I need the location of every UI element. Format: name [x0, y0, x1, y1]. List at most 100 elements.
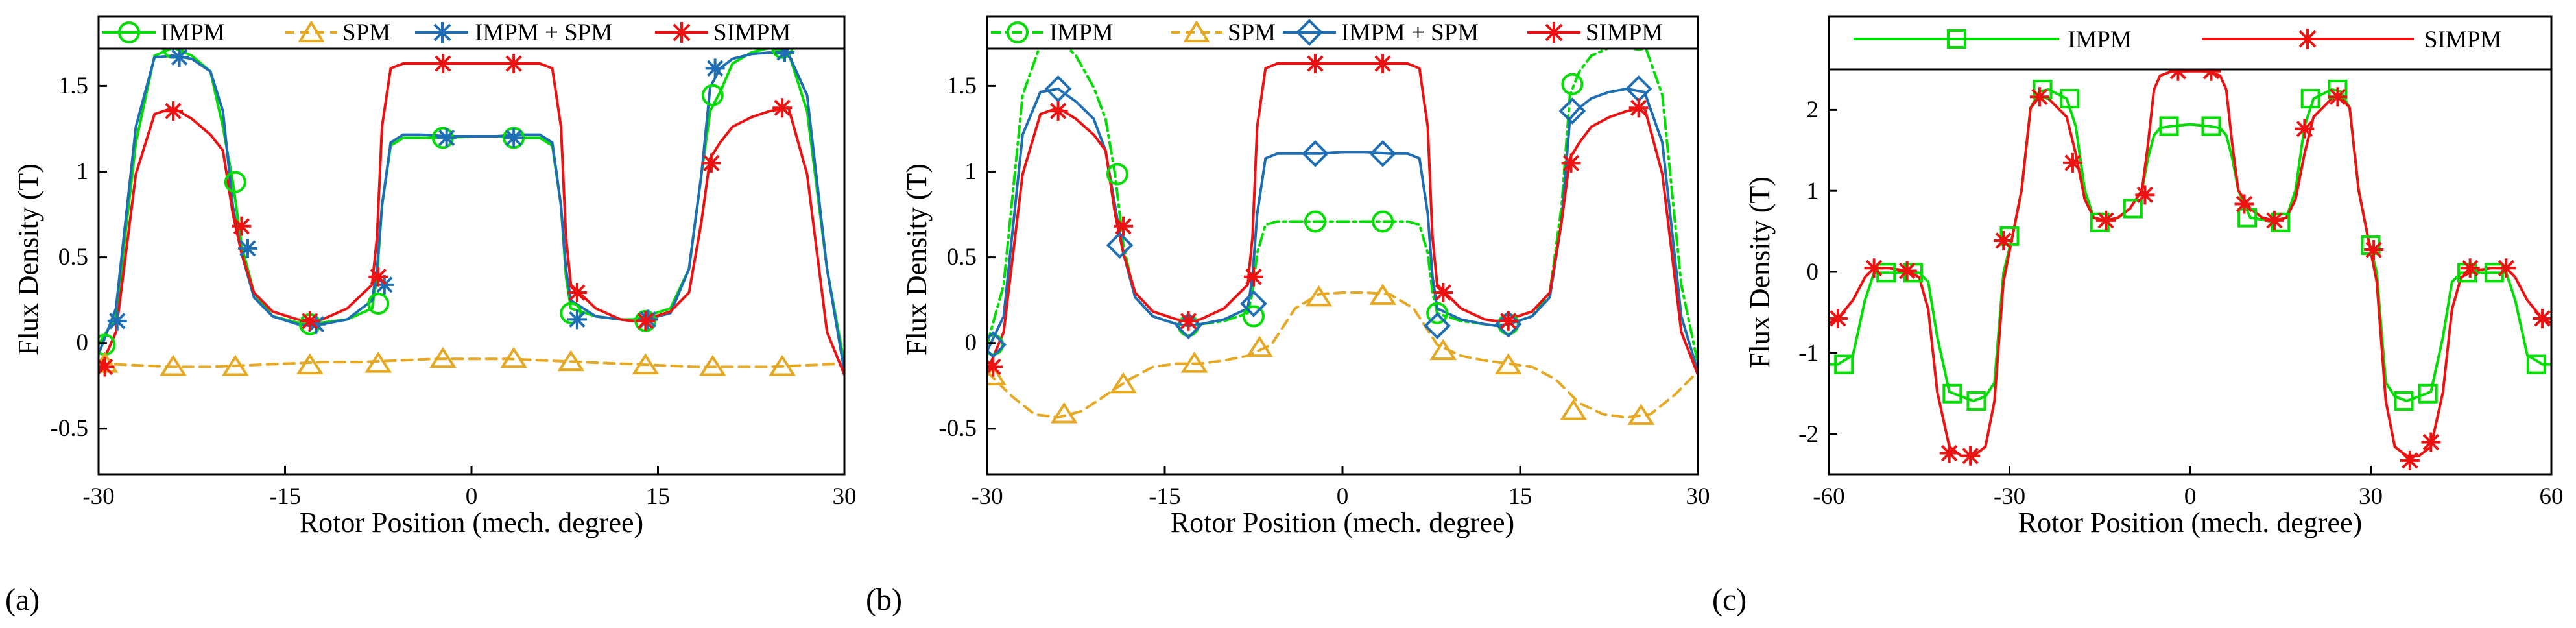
panel-a-series-line-1	[99, 357, 844, 368]
panel-b: IMPM SPM IMPM + SPM SIMPM	[866, 15, 1710, 617]
panel-a-series-2-marker-2	[238, 238, 257, 258]
panel-a-legend-entry-3: SIMPM	[655, 19, 791, 46]
panel-b-legend-label-3: SIMPM	[1586, 19, 1663, 46]
panel-b-x-tick-label-4: 30	[1686, 483, 1710, 510]
panel-c-plot-frame	[1828, 15, 2553, 476]
panel-c-series-0-marker-21	[2526, 354, 2546, 374]
panel-a-series-1-marker-3	[296, 353, 324, 375]
panel-b-series-3-marker-2	[1114, 216, 1134, 236]
panel-a-legend-label-2: IMPM + SPM	[475, 19, 612, 46]
panel-c-series-1-marker-16	[2364, 240, 2384, 260]
panel-c-series-0-marker-10	[2159, 116, 2179, 136]
panel-a-series-1-marker-9	[698, 354, 726, 376]
panel-c-legend-entry-0: IMPM	[1854, 27, 2132, 53]
panel-c-series-0-marker-9	[2123, 199, 2143, 219]
panel-a-x-axis: -30 -15 0 15 30 Rotor Position (mech. de…	[82, 466, 857, 538]
panel-c-series-layer	[1829, 69, 2551, 470]
panel-c-legend: IMPM SIMPM	[1854, 27, 2501, 53]
panel-c-series-0-marker-5	[1999, 226, 2020, 246]
panel-b-x-tick-label-3: 15	[1509, 483, 1532, 510]
panel-c-series-1-marker-12	[2234, 194, 2254, 214]
panel-a-y-axis-label: Flux Density (T)	[12, 163, 44, 356]
panel-b-y-tick-label-4: 1.5	[947, 73, 977, 99]
panel-a-y-tick-label-0: -0.5	[50, 415, 88, 442]
panel-b-series-1-marker-8	[1494, 353, 1522, 375]
panel-c-x-tick-label-1: -30	[1994, 483, 2025, 510]
panel-a-series-1-marker-2	[221, 354, 249, 376]
panel-a-series-3-marker-8	[636, 311, 656, 331]
panel-b-legend-entry-3: SIMPM	[1527, 19, 1663, 46]
panel-a-legend-entry-1: SPM	[285, 19, 390, 46]
panel-c-x-axis: -60 -30 0 30 60 Rotor Position (mech. de…	[1813, 466, 2564, 538]
panel-a-series-3-marker-0	[99, 357, 115, 377]
panel-a-series-line-3	[99, 62, 844, 376]
panel-b-x-tick-label-2: 0	[1337, 483, 1349, 510]
panel-a-series-1-marker-5	[429, 346, 457, 368]
panel-a-x-tick-label-3: 15	[646, 483, 670, 510]
panel-a-x-tick-label-0: -30	[82, 483, 114, 510]
panel-a-series-1-marker-10	[769, 354, 796, 376]
panel-b-series-1-marker-2	[1110, 372, 1137, 394]
panel-c-y-tick-label-3: 1	[1807, 178, 1819, 204]
panel-b-series-1-marker-6	[1369, 284, 1397, 305]
panel-b-series-3-marker-1	[1048, 101, 1068, 121]
panel-a-x-axis-label: Rotor Position (mech. degree)	[300, 507, 643, 538]
panel-b-series-1-marker-4	[1246, 335, 1274, 357]
panel-b-series-0-marker-4	[1243, 305, 1265, 328]
panel-a-series-line-2	[99, 51, 844, 373]
panel-a-series-2-marker-10	[775, 49, 794, 62]
panel-c-series-1-marker-17	[2400, 450, 2420, 470]
panel-b-series-0-marker-9	[1561, 73, 1584, 95]
panel-b-series-1-marker-3	[1180, 351, 1208, 373]
panel-a-series-3-marker-3	[300, 311, 320, 331]
panel-b-legend-label-0: IMPM	[1049, 19, 1114, 46]
panel-a-series-0-marker-10	[771, 49, 794, 59]
panel-c-series-1-marker-14	[2295, 119, 2315, 139]
panel-b-series-3-marker-3	[1178, 311, 1199, 331]
panel-a-legend-entry-0: IMPM	[102, 19, 225, 46]
panel-b-series-2-marker-7	[1424, 312, 1451, 339]
panel-b-legend-entry-2: IMPM + SPM	[1283, 19, 1479, 46]
panel-c-series-1-marker-20	[2496, 258, 2516, 278]
panel-a-series-1-marker-1	[160, 354, 187, 376]
panel-b-series-3-marker-6	[1373, 54, 1393, 74]
panel-b-series-line-1	[987, 291, 1698, 419]
panel-a-series-layer	[99, 49, 844, 377]
panel-c-x-tick-label-4: 60	[2540, 483, 2564, 510]
panel-a-legend-label-0: IMPM	[161, 19, 225, 46]
panel-c-series-1-marker-2	[1897, 261, 1917, 281]
panel-c-series-1-marker-11	[2201, 69, 2221, 81]
panel-c-x-tick-label-3: 30	[2359, 483, 2383, 510]
panel-c-x-tick-label-2: 0	[2184, 483, 2197, 510]
panel-b-x-tick-label-0: -30	[971, 483, 1003, 510]
panel-c-x-axis-label: Rotor Position (mech. degree)	[2018, 507, 2362, 538]
panel-a-series-3-marker-1	[163, 101, 183, 121]
panel-c: IMPM SIMPM -60 -30 0 30 60 Rotor Positio…	[1712, 15, 2564, 617]
panel-b-y-axis-label: Flux Density (T)	[901, 163, 933, 356]
panel-a-plot-frame	[97, 15, 846, 476]
panel-c-series-1-marker-21	[2533, 308, 2551, 328]
panel-b-series-3-marker-9	[1561, 153, 1581, 173]
panel-a-series-0-marker-4	[367, 293, 390, 315]
panel-b-legend-entry-1: SPM	[1171, 19, 1276, 46]
panel-a-series-2-marker-1	[169, 49, 189, 67]
panel-c-series-1-marker-5	[1994, 230, 2014, 250]
panel-b-series-0-marker-10	[1632, 49, 1646, 51]
panel-a-series-3-marker-9	[701, 153, 721, 173]
panel-b-series-2-marker-2	[1106, 232, 1134, 259]
panel-a-label: (a)	[5, 583, 40, 617]
panel-b-series-3-marker-0	[987, 357, 1003, 377]
panel-c-legend-label-1: SIMPM	[2424, 27, 2501, 53]
panel-b-legend-entry-0: IMPM	[991, 19, 1114, 46]
panel-c-series-1-marker-9	[2135, 185, 2155, 205]
panel-b-legend-label-1: SPM	[1228, 19, 1276, 46]
panel-c-series-1-marker-4	[1961, 446, 1981, 466]
panel-c-series-0-marker-3	[1942, 383, 1962, 404]
panel-b-y-tick-label-2: 0.5	[947, 244, 977, 271]
panel-b-x-tick-label-1: -15	[1149, 483, 1180, 510]
panel-a-series-0-marker-2	[224, 171, 246, 193]
panel-a-y-tick-label-2: 0.5	[58, 244, 88, 271]
panel-c-legend-entry-1: SIMPM	[2202, 27, 2501, 53]
panel-a-series-1-marker-6	[500, 346, 528, 368]
